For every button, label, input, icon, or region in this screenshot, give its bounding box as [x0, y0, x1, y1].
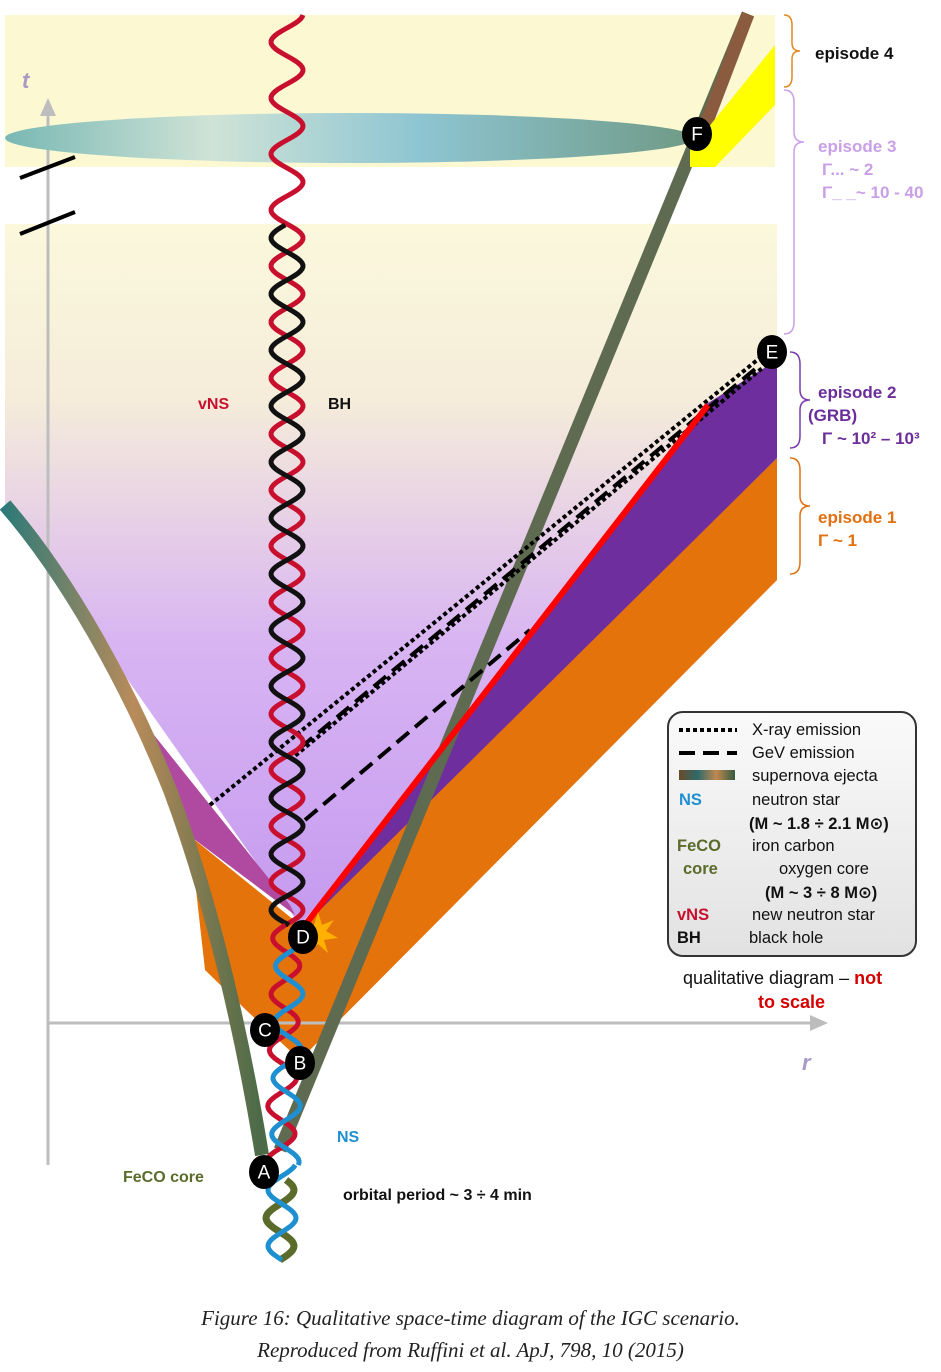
legend-xray-swatch	[679, 728, 737, 732]
node-B: B	[285, 1046, 315, 1080]
legend-feco-desc1: iron carbon	[752, 837, 835, 855]
episode4-title: episode 4	[815, 44, 894, 63]
t-axis-arrow	[40, 98, 56, 116]
supernova-ejecta-right-upper	[693, 11, 755, 143]
node-F-label: F	[691, 125, 703, 146]
helix-vns-lower	[263, 922, 303, 1172]
node-D: D	[288, 920, 318, 954]
feco-core-label: FeCO core	[123, 1169, 204, 1186]
legend-vns-key: vNS	[677, 906, 710, 924]
node-A-label: A	[258, 1163, 271, 1184]
brace-episode4	[783, 14, 801, 88]
r-axis-arrow	[810, 1015, 828, 1031]
gev-line-2	[303, 628, 532, 822]
scale-note-part2: not	[854, 968, 883, 988]
legend-vns-desc: new neutron star	[752, 906, 875, 924]
node-A: A	[249, 1155, 279, 1189]
ns-label: NS	[337, 1129, 360, 1146]
node-F: F	[682, 117, 712, 151]
legend-xray: X-ray emission	[752, 721, 862, 739]
helix-feco-bottom	[262, 1177, 298, 1263]
episode2-gamma: Γ ~ 10² – 10³	[822, 429, 920, 448]
brace-episode3	[783, 89, 805, 335]
episode2-sub: (GRB)	[808, 406, 857, 425]
legend-gev-swatch	[679, 751, 737, 755]
episode3-gamma2: Γ_ _~ 10 - 40	[822, 183, 923, 202]
xray-line-1	[208, 346, 774, 807]
caption-line2: Reproduced from Ruffini et al. ApJ, 798,…	[257, 1338, 684, 1362]
node-B-label: B	[294, 1054, 307, 1075]
node-D-label: D	[296, 928, 310, 949]
legend-ns-desc: neutron star	[752, 791, 841, 809]
episode1-title: episode 1	[818, 508, 896, 527]
grb-line	[302, 403, 711, 927]
scale-note-part1: qualitative diagram –	[683, 968, 855, 988]
legend-feco-key1: FeCO	[677, 837, 722, 855]
legend-ejecta-swatch	[679, 770, 735, 780]
node-E: E	[757, 335, 787, 369]
episode2-title: episode 2	[818, 383, 896, 402]
scale-note-part3: to scale	[758, 992, 826, 1012]
legend-bh-key: BH	[677, 929, 701, 947]
r-axis-label: r	[802, 1050, 812, 1075]
bh-label: BH	[328, 396, 351, 413]
ejecta-inner-band	[150, 730, 295, 915]
axis-break-bottom	[19, 210, 76, 236]
brace-episode1	[789, 457, 811, 575]
orbital-period-label: orbital period ~ 3 ÷ 4 min	[343, 1187, 532, 1204]
legend-feco-key2: core	[683, 860, 718, 878]
helix-vns-upper	[268, 14, 306, 928]
episode3-gamma1: Γ... ~ 2	[822, 160, 873, 179]
supernova-ejecta-right	[273, 11, 755, 1153]
t-axis-label: t	[22, 68, 31, 93]
helix-bh-upper	[268, 222, 306, 928]
explosion-star	[300, 912, 338, 953]
brace-episode2	[789, 351, 811, 449]
gev-line-1	[298, 363, 762, 750]
episode3-title: episode 3	[818, 137, 896, 156]
legend-ns-key: NS	[679, 791, 702, 809]
axis-break-top	[19, 155, 76, 180]
episode1-region	[190, 458, 777, 1060]
episode2-region	[305, 360, 777, 925]
legend-ejecta: supernova ejecta	[752, 767, 878, 785]
caption-line1: Figure 16: Qualitative space-time diagra…	[201, 1306, 740, 1330]
scale-note-line1: qualitative diagram – not	[683, 968, 882, 989]
legend-feco-mass: (M ~ 3 ÷ 8 M⊙)	[765, 884, 878, 902]
legend-ns-mass: (M ~ 1.8 ÷ 2.1 M⊙)	[749, 815, 889, 833]
node-E-label: E	[766, 343, 779, 364]
episode1-gamma: Γ ~ 1	[818, 531, 857, 550]
legend-bh-desc: black hole	[749, 929, 824, 947]
legend: X-ray emission GeV emission supernova ej…	[667, 711, 917, 957]
vns-label: vNS	[198, 396, 229, 413]
scale-note-line2: to scale	[758, 992, 825, 1013]
episode3-disc	[5, 113, 695, 163]
node-C: C	[250, 1013, 280, 1047]
legend-gev: GeV emission	[752, 744, 855, 762]
node-C-label: C	[258, 1021, 272, 1042]
legend-feco-desc2: oxygen core	[779, 860, 869, 878]
helix-group	[262, 14, 306, 1263]
supernova-ejecta-left	[0, 500, 269, 1157]
space-time-diagram: A B C D E F t r vNS BH NS FeCO core orbi…	[0, 11, 923, 1263]
